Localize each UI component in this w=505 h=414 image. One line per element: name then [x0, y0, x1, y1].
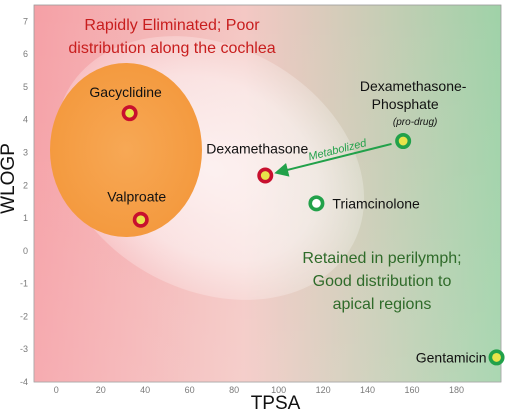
x-tick-label: 80 [229, 385, 239, 395]
red-region-line-1: Rapidly Eliminated; Poor [84, 17, 260, 34]
y-axis-label: WLOGP [0, 143, 19, 214]
x-tick-label: 60 [185, 385, 195, 395]
point-label-dexamethasone: Dexamethasone [206, 140, 308, 156]
y-tick-label: 1 [23, 213, 28, 223]
point-label-dexamethasone-phosphate: Dexamethasone- [360, 78, 467, 94]
green-region-line-3: apical regions [333, 296, 432, 313]
data-point-triamcinolone [308, 195, 325, 212]
red-region-line-2: distribution along the cochlea [68, 40, 275, 57]
y-tick-label: -3 [20, 344, 28, 354]
x-tick-label: 20 [96, 385, 106, 395]
green-region-line-2: Good distribution to [313, 273, 452, 290]
y-tick-label: 2 [23, 180, 28, 190]
y-tick-label: 3 [23, 148, 28, 158]
y-tick-label: -2 [20, 311, 28, 321]
x-tick-label: 0 [54, 385, 59, 395]
point-label-triamcinolone: Triamcinolone [332, 195, 420, 211]
y-tick-label: 5 [23, 82, 28, 92]
y-tick-label: 6 [23, 49, 28, 59]
x-tick-label: 140 [360, 385, 375, 395]
y-tick-labels: -4 -3 -2 -1 0 1 2 3 4 5 6 7 [20, 16, 28, 387]
x-tick-label: 180 [449, 385, 464, 395]
green-region-line-1: Retained in perilymph; [302, 250, 461, 267]
point-label-gentamicin: Gentamicin [416, 349, 487, 365]
data-point-dexamethasone-phosphate [395, 133, 412, 150]
data-point-dexamethasone [257, 167, 274, 184]
x-tick-label: 160 [405, 385, 420, 395]
orange-region-ellipse [50, 63, 202, 237]
data-point-gentamicin [488, 349, 505, 366]
y-tick-label: -4 [20, 377, 28, 387]
x-tick-labels: 0 20 40 60 80 100 120 140 160 180 [54, 385, 464, 395]
data-point-valproate [132, 211, 149, 228]
x-tick-label: 40 [140, 385, 150, 395]
data-point-gacycline [121, 105, 138, 122]
point-label-dexamethasone-phosphate-2: Phosphate [372, 96, 439, 112]
point-labels: Gacyclidine Valproate Dexamethasone Dexamet… [89, 78, 486, 365]
point-label-gacycline: Gacyclidine [89, 84, 162, 100]
y-tick-label: -1 [20, 279, 28, 289]
point-sublabel-dexamethasone-phosphate: (pro-drug) [393, 117, 437, 128]
x-tick-label: 120 [316, 385, 331, 395]
x-tick-label: 100 [271, 385, 286, 395]
y-tick-label: 0 [23, 246, 28, 256]
y-tick-label: 7 [23, 16, 28, 26]
x-axis-label: TPSA [251, 393, 301, 414]
data-points [121, 105, 505, 366]
metabolized-arrow [274, 142, 392, 177]
green-region-annotation: Retained in perilymph; Good distribution… [302, 250, 461, 313]
y-tick-label: 4 [23, 115, 28, 125]
point-label-valproate: Valproate [107, 189, 166, 205]
red-region-annotation: Rapidly Eliminated; Poor distribution al… [68, 17, 275, 57]
